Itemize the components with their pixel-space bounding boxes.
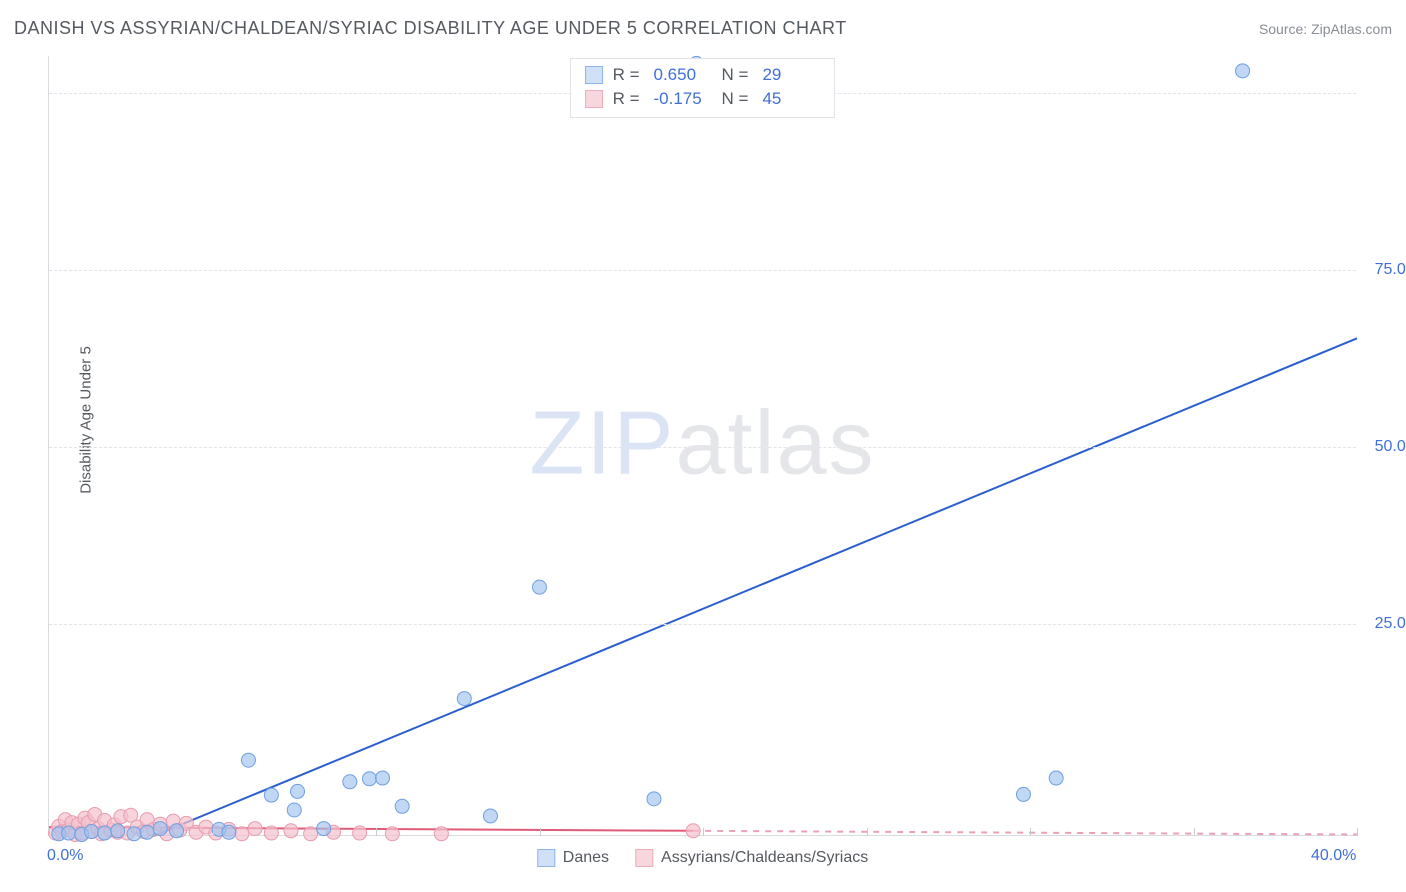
swatch-icon (635, 849, 653, 867)
y-tick-label: 25.0% (1375, 615, 1406, 633)
gridline (49, 447, 1356, 448)
swatch-icon (537, 849, 555, 867)
scatter-plot-svg (49, 56, 1356, 835)
x-tick (703, 828, 704, 836)
correlation-legend: R = 0.650 N = 29 R = -0.175 N = 45 (570, 58, 836, 118)
swatch-icon (585, 90, 603, 108)
legend-item-danes: Danes (537, 849, 609, 867)
legend-row-assyrians: R = -0.175 N = 45 (585, 87, 821, 111)
y-tick-label: 50.0% (1375, 438, 1406, 456)
gridline (49, 624, 1356, 625)
source-attribution: Source: ZipAtlas.com (1259, 21, 1392, 37)
legend-row-danes: R = 0.650 N = 29 (585, 63, 821, 87)
chart-plot-area: ZIPatlas R = 0.650 N = 29 R = -0.175 N =… (48, 56, 1356, 836)
x-tick (540, 828, 541, 836)
x-tick (1030, 828, 1031, 836)
gridline (49, 270, 1356, 271)
series-legend: Danes Assyrians/Chaldeans/Syriacs (537, 849, 868, 867)
x-tick (376, 828, 377, 836)
x-tick-label: 40.0% (1311, 847, 1356, 865)
x-tick (1194, 828, 1195, 836)
x-tick (1357, 828, 1358, 836)
y-tick-label: 75.0% (1375, 261, 1406, 279)
legend-item-assyrians: Assyrians/Chaldeans/Syriacs (635, 849, 868, 867)
x-tick (867, 828, 868, 836)
swatch-icon (585, 66, 603, 84)
x-tick-label: 0.0% (47, 847, 83, 865)
x-tick (49, 828, 50, 836)
x-tick (213, 828, 214, 836)
chart-title: DANISH VS ASSYRIAN/CHALDEAN/SYRIAC DISAB… (14, 18, 847, 39)
